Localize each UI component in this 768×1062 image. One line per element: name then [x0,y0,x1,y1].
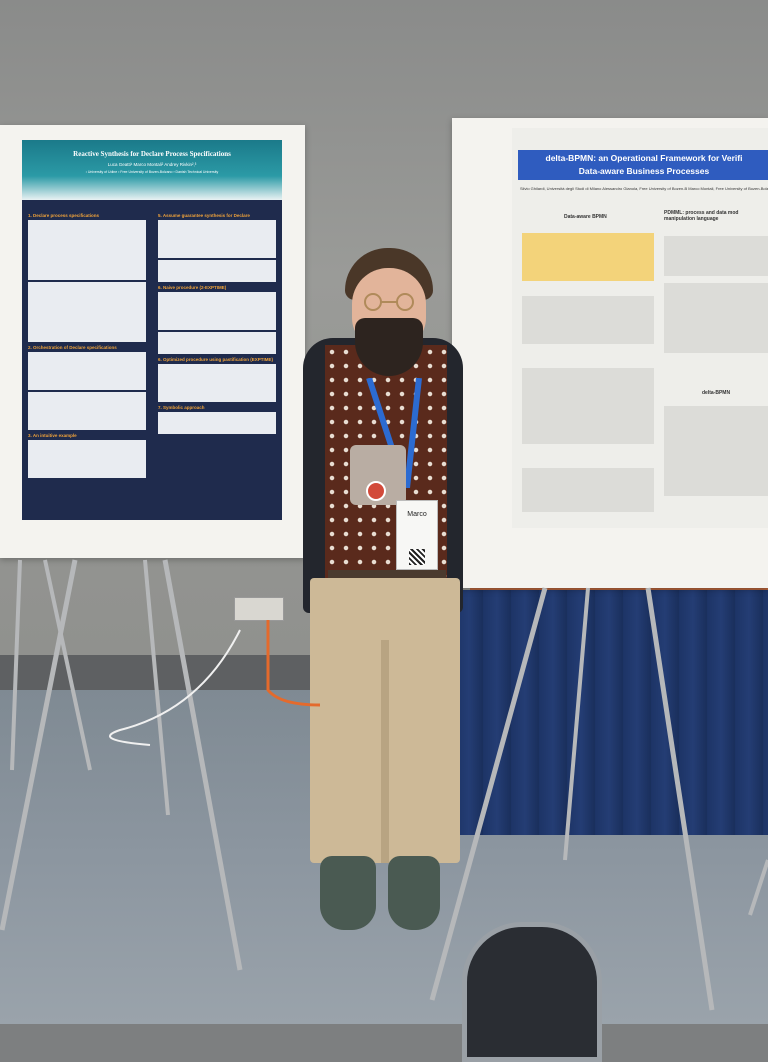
poster-right-code-block [664,236,768,276]
poster-left-box [158,364,276,402]
poster-left-box [158,220,276,258]
easel-leg [43,559,92,771]
name-badge: Marco [396,500,438,570]
poster-left-title: Reactive Synthesis for Declare Process S… [73,150,231,158]
poster-left-box [158,332,276,354]
qr-code-icon [409,549,425,565]
cable [109,629,241,746]
pants-seam [381,640,389,863]
poster-left-affiliations: ¹ University of Udine ² Free University … [85,170,219,174]
poster-left-box [158,260,276,282]
easel-leg [563,587,590,861]
poster-right-authors: Silvio Ghilardi, Università degli Studi … [520,186,768,191]
cable [266,620,321,707]
poster-left-section: 6. Optimized procedure using pastificati… [158,357,274,362]
poster-left-box [28,282,146,342]
poster-right-header [518,150,768,180]
left-shoe [320,856,376,930]
wall-outlet [234,597,284,621]
table-skirt [455,590,768,835]
poster-right-title-line-1: delta-BPMN: an Operational Framework for… [545,153,743,163]
poster-right-section: PDMML: process and data mod manipulation… [664,210,739,222]
poster-left-column-1: 1. Declare process specifications 2. Orc… [28,210,146,480]
poster-left-authors: Luca Geatti¹ Marco Montali² Andrey Rivki… [107,162,197,167]
easel-leg [162,559,243,971]
poster-right-table [522,296,654,344]
poster-right-table [522,468,654,512]
badge-name: Marco [407,511,427,518]
poster-left-section: 7. Symbolic approach [158,405,205,410]
poster-left-section: 5. Assume guarantee synthesis for Declar… [158,213,250,218]
poster-right-diagram [664,406,768,496]
poster-right-section: Data-aware BPMN [564,214,607,220]
poster-left-box [28,440,146,478]
easel-leg [429,587,548,1001]
poster-left-header [22,140,282,200]
easel-leg [143,559,170,816]
poster-right-table [522,368,654,444]
poster-left-section: 1. Declare process specifications [28,213,100,218]
poster-left-column-2: 5. Assume guarantee synthesis for Declar… [158,210,276,436]
poster-right-code-block [664,283,768,353]
person-beard [355,318,423,376]
poster-left-section: 6. Naive procedure (2-EXPTIME) [158,285,227,290]
poster-left-box [28,352,146,390]
pin-icon [366,481,386,501]
poster-left-box [28,220,146,280]
poster-left: Reactive Synthesis for Declare Process S… [22,140,282,520]
easels [0,559,768,1011]
easel-leg [748,859,768,916]
right-shoe [388,856,440,930]
easel-leg [0,559,78,931]
bpmn-diagram [522,233,654,281]
poster-left-box [28,392,146,430]
poster-right-title: delta-BPMN: an Operational Framework for… [520,152,768,178]
poster-right-section: delta-BPMN [702,390,731,396]
poster-right: delta-BPMN: an Operational Framework for… [512,128,768,528]
poster-left-box [158,292,276,330]
easel-leg [10,559,22,771]
poster-left-section: 3. An intuitive example [28,433,77,438]
glasses-icon [364,293,414,311]
poster-right-title-line-2: Data-aware Business Processes [578,166,710,176]
chair-back [462,922,602,1062]
easel-leg [645,587,715,1011]
poster-left-section: 2. Orchestration of Declare specificatio… [28,345,117,350]
poster-left-box [158,412,276,434]
